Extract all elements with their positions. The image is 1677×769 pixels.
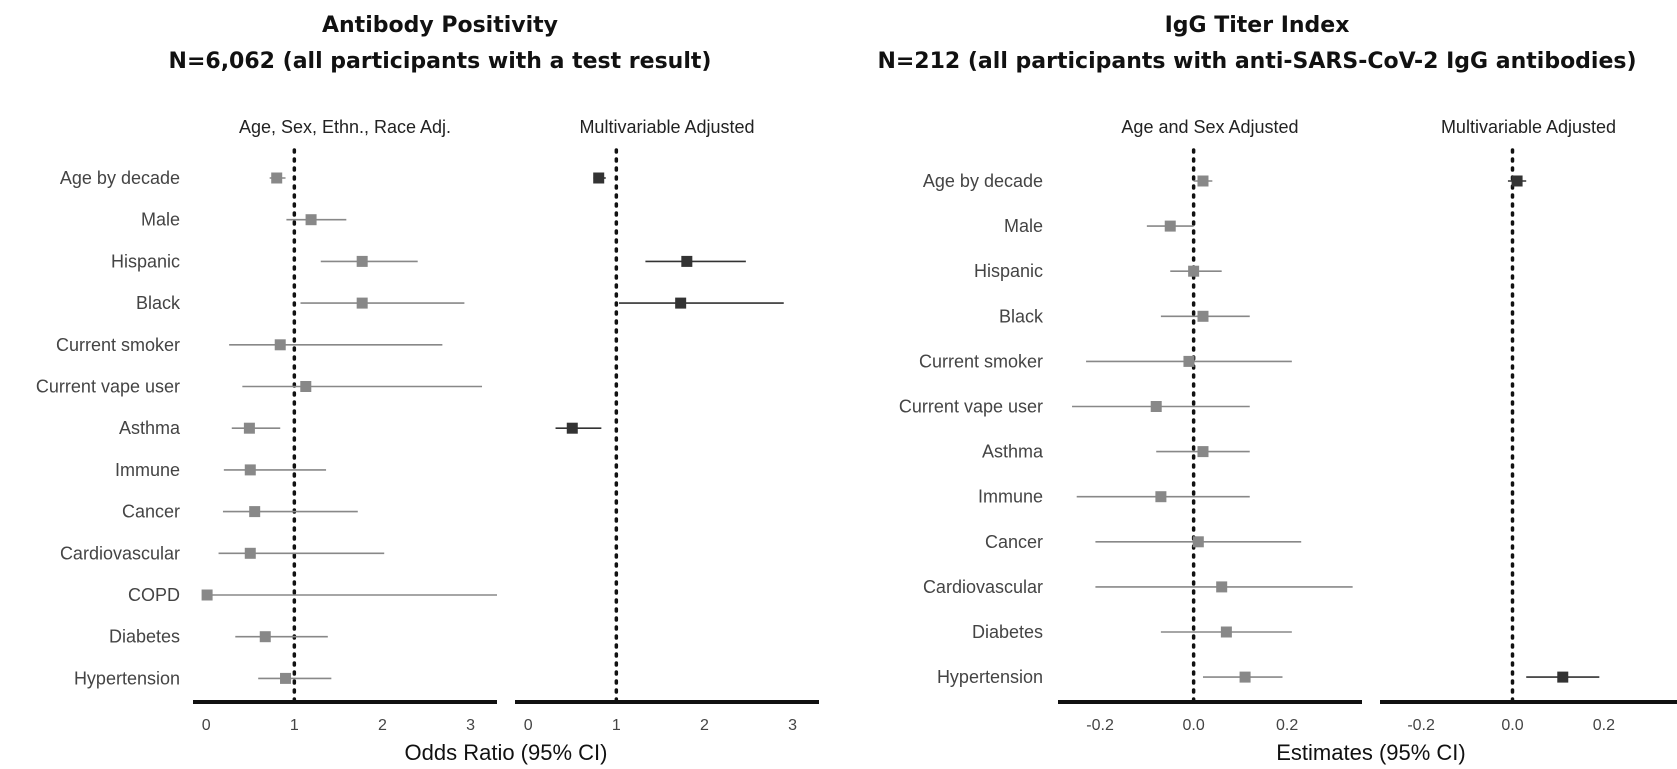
category-label: Cardiovascular xyxy=(60,543,180,563)
point-estimate xyxy=(675,297,687,309)
point-estimate xyxy=(300,381,312,392)
right-chart-subtitle: N=212 (all participants with anti-SARS-C… xyxy=(877,49,1636,74)
facet-title: Multivariable Adjusted xyxy=(579,117,754,137)
facet-panel: Age and Sex Adjusted -0.2 0.0 0.2 xyxy=(1058,117,1362,734)
category-label: Male xyxy=(141,210,180,230)
right-x-axis-label: Estimates (95% CI) xyxy=(1276,740,1466,765)
category-label: Immune xyxy=(978,487,1043,507)
right-chart-title: IgG Titer Index xyxy=(1165,13,1350,38)
x-tick-label: -0.2 xyxy=(1407,717,1435,734)
category-label: Male xyxy=(1004,216,1043,236)
point-estimate xyxy=(280,672,292,684)
x-tick-label: 3 xyxy=(788,717,797,734)
category-label: Cancer xyxy=(122,502,180,522)
left-x-axis-label: Odds Ratio (95% CI) xyxy=(405,740,608,765)
category-label: Diabetes xyxy=(972,622,1043,642)
point-estimate xyxy=(201,589,213,601)
x-tick-label: 0.0 xyxy=(1501,717,1523,734)
category-label: Black xyxy=(136,293,181,313)
point-estimate xyxy=(593,172,605,184)
facet-panel: Multivariable Adjusted -0.2 0.0 0.2 xyxy=(1380,117,1677,734)
facet-title: Multivariable Adjusted xyxy=(1441,117,1616,137)
left-chart-subtitle: N=6,062 (all participants with a test re… xyxy=(169,49,712,74)
point-estimate xyxy=(1220,626,1232,638)
plot-layer: Age by decade Male Hispanic Black Current sm… xyxy=(36,117,1677,734)
x-tick-label: 2 xyxy=(378,717,387,734)
category-label: Hypertension xyxy=(74,668,180,688)
category-label: COPD xyxy=(128,585,180,605)
category-label: Immune xyxy=(115,460,180,480)
x-tick-label: 1 xyxy=(612,717,621,734)
point-estimate xyxy=(244,464,256,476)
point-estimate xyxy=(566,422,578,434)
point-estimate xyxy=(681,255,693,267)
point-estimate xyxy=(1150,401,1162,412)
facet-panel: Age, Sex, Ethn., Race Adj. 0 1 2 3 xyxy=(193,117,497,734)
point-estimate xyxy=(1239,671,1251,683)
x-tick-label: 2 xyxy=(700,717,709,734)
category-label: Asthma xyxy=(982,442,1044,462)
point-estimate xyxy=(1197,446,1209,458)
point-estimate xyxy=(1557,671,1569,683)
point-estimate xyxy=(1192,536,1204,548)
point-estimate xyxy=(1197,310,1209,322)
category-label: Current vape user xyxy=(899,397,1043,417)
point-estimate xyxy=(356,297,368,309)
category-label: Hypertension xyxy=(937,667,1043,687)
category-label: Age by decade xyxy=(60,168,180,188)
point-estimate xyxy=(259,631,271,643)
facet-panel: Multivariable Adjusted 0 1 2 3 xyxy=(515,117,819,734)
category-label: Asthma xyxy=(119,418,181,438)
category-label: Cancer xyxy=(985,532,1043,552)
category-label: Black xyxy=(999,306,1044,326)
x-tick-label: 3 xyxy=(466,717,475,734)
x-tick-label: 0.0 xyxy=(1183,717,1205,734)
point-estimate xyxy=(1164,220,1176,232)
point-estimate xyxy=(244,547,256,559)
point-estimate xyxy=(243,422,255,434)
point-estimate xyxy=(1188,265,1200,277)
category-label: Current smoker xyxy=(919,351,1043,371)
category-label: Current vape user xyxy=(36,377,180,397)
point-estimate xyxy=(305,214,317,226)
point-estimate xyxy=(249,506,261,518)
point-estimate xyxy=(1216,581,1228,593)
point-estimate xyxy=(274,339,286,351)
point-estimate xyxy=(1511,175,1523,187)
x-tick-label: 0 xyxy=(202,717,211,734)
x-tick-label: -0.2 xyxy=(1086,717,1114,734)
facet-title: Age and Sex Adjusted xyxy=(1121,117,1298,137)
point-estimate xyxy=(271,172,283,184)
x-tick-label: 0 xyxy=(524,717,533,734)
left-chart-title: Antibody Positivity xyxy=(322,13,558,38)
facet-title: Age, Sex, Ethn., Race Adj. xyxy=(239,117,451,137)
category-label: Current smoker xyxy=(56,335,180,355)
x-tick-label: 1 xyxy=(290,717,299,734)
category-label: Hispanic xyxy=(974,261,1043,281)
point-estimate xyxy=(356,255,368,267)
category-label: Age by decade xyxy=(923,171,1043,191)
point-estimate xyxy=(1155,491,1167,503)
point-estimate xyxy=(1183,355,1195,367)
x-tick-label: 0.2 xyxy=(1593,717,1615,734)
category-label: Cardiovascular xyxy=(923,577,1043,597)
category-label: Diabetes xyxy=(109,627,180,647)
point-estimate xyxy=(1197,175,1209,187)
category-label: Hispanic xyxy=(111,251,180,271)
x-tick-label: 0.2 xyxy=(1276,717,1298,734)
